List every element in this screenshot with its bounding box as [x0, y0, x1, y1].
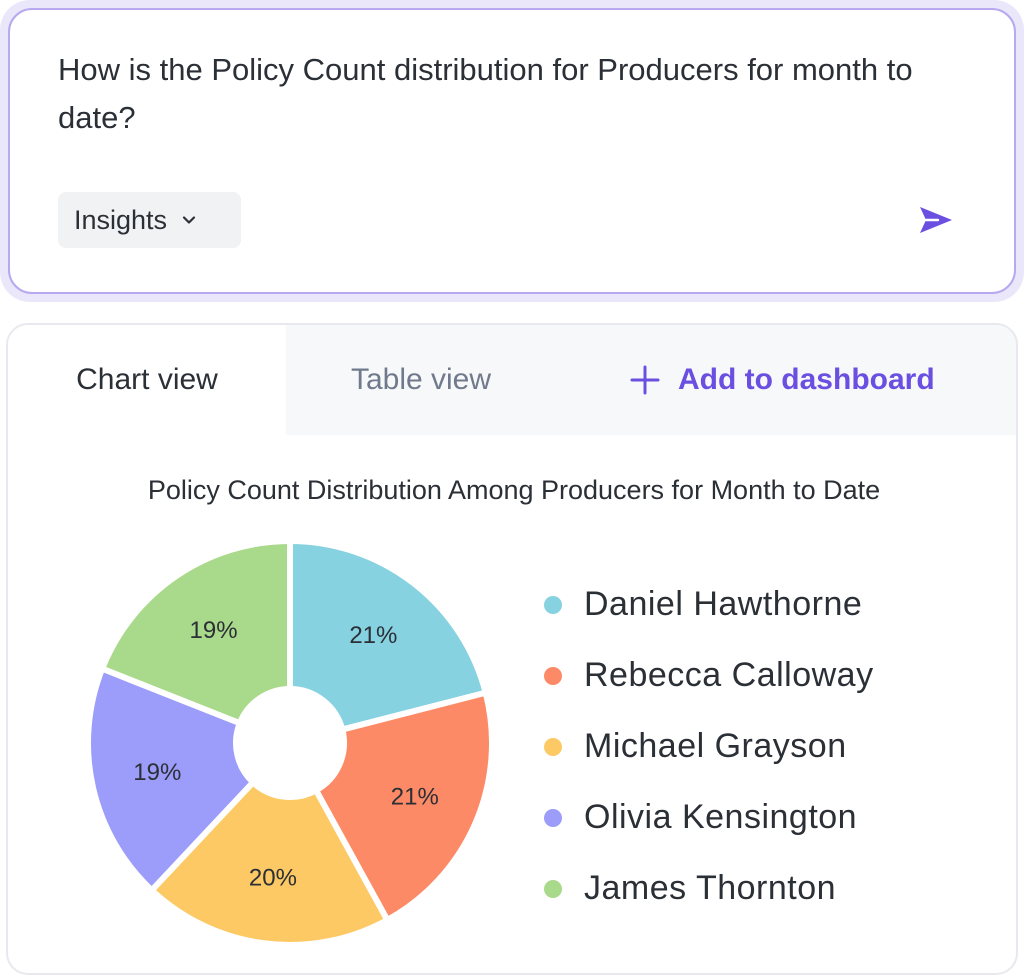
- pie-slice-label-1: 21%: [391, 784, 439, 811]
- send-button[interactable]: [916, 200, 956, 240]
- pie-chart: 21% 21% 20% 19% 19%: [85, 538, 495, 948]
- legend-label: Rebecca Calloway: [584, 656, 874, 694]
- pie-slice-2[interactable]: [148, 779, 391, 948]
- chevron-down-icon: [182, 216, 196, 224]
- prompt-card[interactable]: How is the Policy Count distribution for…: [8, 8, 1016, 294]
- add-to-dashboard-button[interactable]: Add to dashboard: [630, 325, 935, 435]
- pie-slice-label-0: 21%: [349, 622, 397, 649]
- pie-slice-0[interactable]: [287, 538, 489, 733]
- legend-label: Daniel Hawthorne: [584, 585, 863, 623]
- legend-swatch: [544, 666, 562, 685]
- legend-item[interactable]: Rebecca Calloway: [544, 640, 874, 711]
- pie-slice-label-3: 19%: [133, 759, 181, 786]
- view-tabs: Chart view Table view Add to dashboard: [8, 325, 1016, 435]
- legend-swatch: [544, 808, 562, 827]
- mode-select-label: Insights: [74, 204, 168, 235]
- result-card: Chart view Table view Add to dashboard P…: [6, 323, 1018, 975]
- prompt-card-focus-ring: How is the Policy Count distribution for…: [0, 0, 1024, 302]
- pie-slice-4[interactable]: [99, 538, 293, 727]
- legend-item[interactable]: Daniel Hawthorne: [544, 569, 874, 640]
- question-text[interactable]: How is the Policy Count distribution for…: [58, 52, 913, 135]
- legend-swatch: [544, 595, 562, 614]
- tab-chart-view[interactable]: Chart view: [8, 325, 286, 435]
- legend-item[interactable]: Michael Grayson: [544, 711, 874, 782]
- send-icon: [920, 207, 952, 233]
- legend-item[interactable]: Olivia Kensington: [544, 782, 874, 853]
- legend-label: Michael Grayson: [584, 727, 847, 765]
- pie-slice-label-2: 20%: [249, 864, 297, 891]
- add-to-dashboard-label: Add to dashboard: [678, 363, 935, 396]
- plus-icon: [630, 365, 660, 395]
- legend-label: James Thornton: [584, 869, 837, 907]
- legend-swatch: [544, 879, 562, 898]
- mode-select[interactable]: Insights: [58, 192, 241, 248]
- tab-table-view[interactable]: Table view: [350, 363, 492, 396]
- pie-slice-label-4: 19%: [190, 617, 238, 644]
- legend-label: Olivia Kensington: [584, 798, 858, 836]
- chart-title: Policy Count Distribution Among Producer…: [147, 475, 881, 505]
- pie-slice-1[interactable]: [313, 689, 495, 924]
- legend-swatch: [544, 737, 562, 756]
- chart-legend: Daniel Hawthorne Rebecca Calloway Michael …: [544, 569, 874, 924]
- legend-item[interactable]: James Thornton: [544, 853, 874, 924]
- pie-slice-3[interactable]: [85, 665, 257, 894]
